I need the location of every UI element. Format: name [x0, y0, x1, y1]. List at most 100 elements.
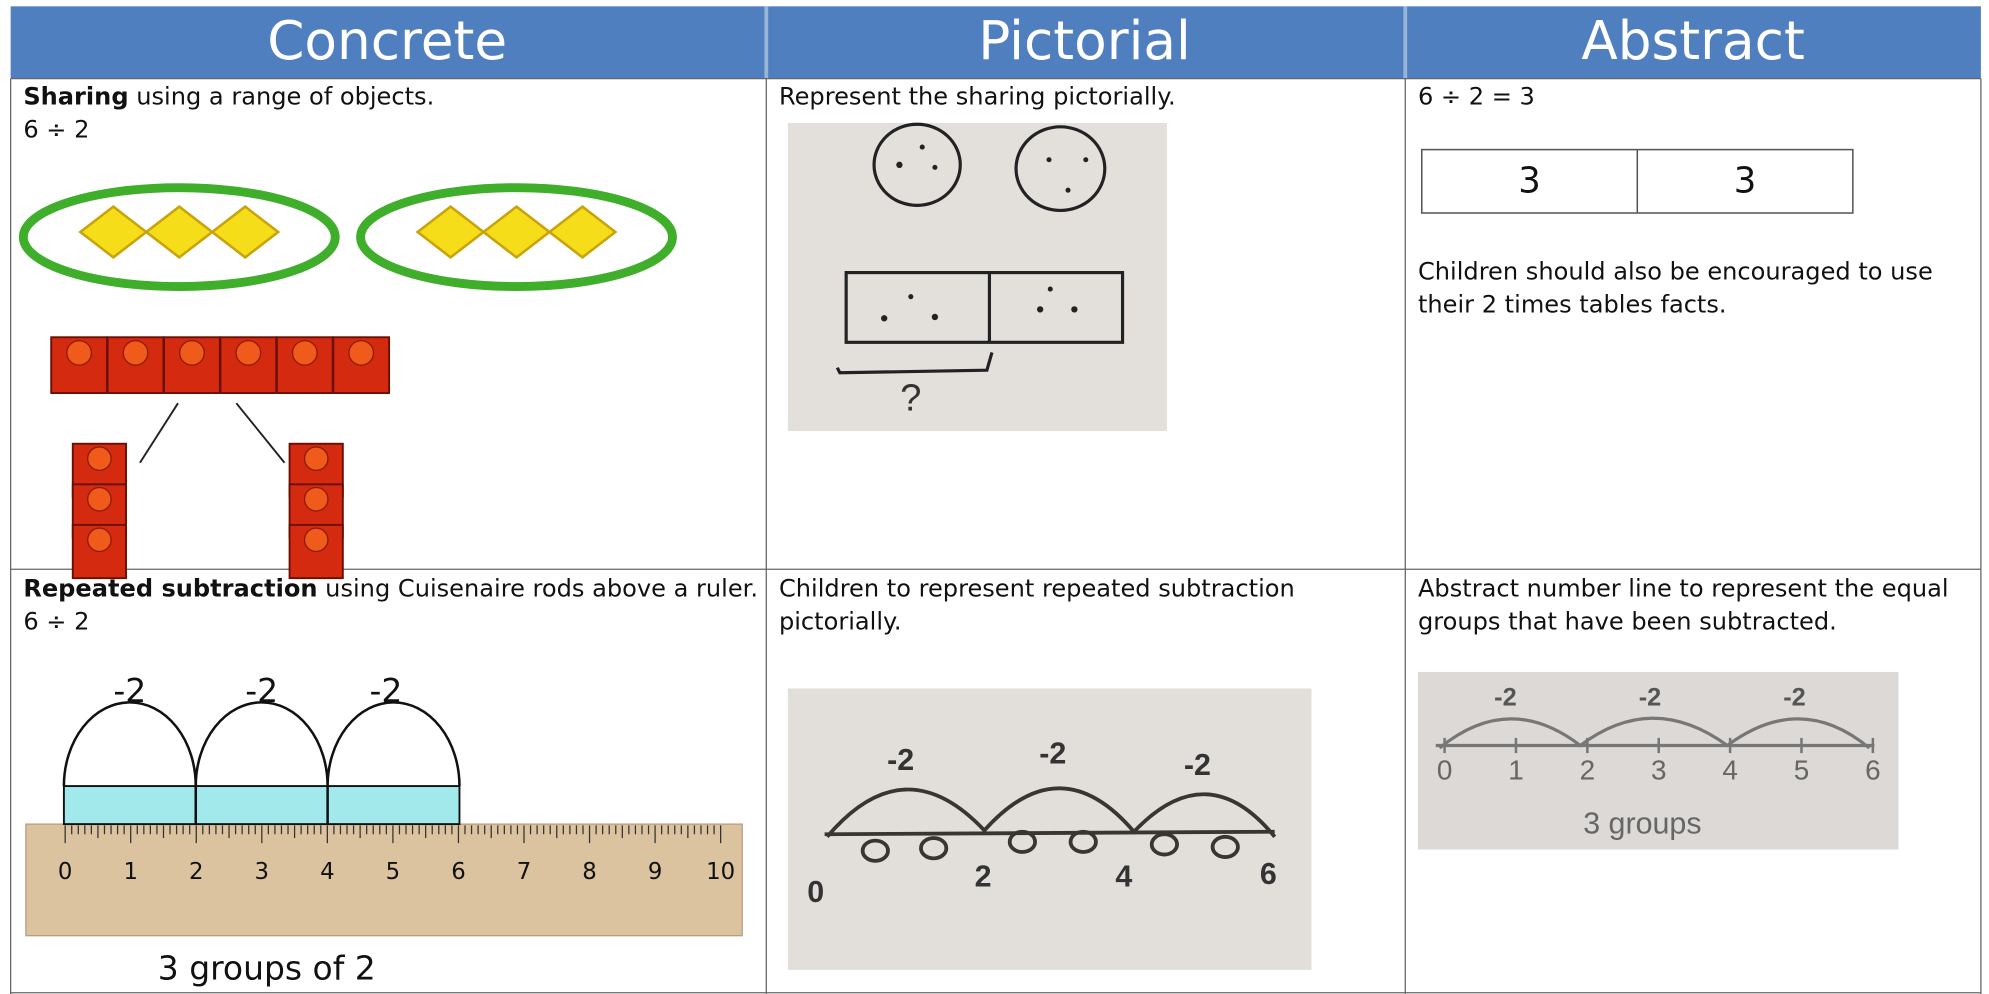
cell-sharing-abstract: 6 ÷ 2 = 3 3 3 Children should also be en…	[1418, 83, 1933, 319]
drawing-part	[1438, 716, 1871, 750]
header-row-part	[10, 6, 1981, 79]
cell-sharing-pictorial: Represent the sharing pictorially. ?	[779, 83, 1176, 432]
cube-knob	[303, 446, 329, 472]
cell-subtraction-pictorial: Children to represent repeated subtracti…	[779, 575, 1312, 970]
header-row: Concrete Pictorial Abstract	[10, 6, 1981, 79]
cube-knob	[291, 339, 318, 366]
cube-knob	[87, 527, 112, 553]
cell-subtraction-abstract: Abstract number line to represent the eq…	[1417, 575, 1949, 850]
jump-label: -2	[1184, 748, 1211, 782]
jump-label: -2	[245, 671, 278, 710]
cell-subtraction-concrete-part: Repeated subtraction using Cuisenaire ro…	[23, 575, 758, 603]
dots-part	[1036, 306, 1044, 313]
cell-text: using a range of objects.	[129, 83, 435, 111]
cube-knob	[66, 339, 93, 366]
dots-part	[881, 315, 888, 322]
number-label: 1	[1508, 755, 1524, 786]
drawing	[835, 122, 1125, 375]
number-label: 4	[1115, 860, 1132, 894]
drawing-part	[1007, 829, 1037, 854]
number-label: 0	[807, 875, 824, 909]
number-label: 2	[975, 860, 992, 894]
arrow-line	[139, 402, 179, 464]
cube-knob	[303, 527, 329, 553]
drawing-part	[1210, 834, 1240, 859]
dots-part	[932, 164, 938, 170]
cube-knob	[179, 339, 205, 366]
number-label: 4	[1722, 755, 1738, 786]
expression: 6 ÷ 2	[23, 608, 89, 636]
ruler-label: 9	[648, 859, 663, 885]
drawing-part	[824, 829, 1275, 837]
cell-text: Children should also be encouraged to us…	[1418, 258, 1933, 286]
ruler	[25, 823, 743, 937]
cell-text: pictorially.	[779, 608, 902, 636]
drawing-part	[919, 836, 949, 861]
caption: 3 groups of 2	[158, 948, 376, 987]
image-text: ?	[900, 378, 921, 420]
cube-knob	[235, 339, 262, 366]
cell-text: their 2 times tables facts.	[1418, 291, 1727, 319]
cube-knob	[303, 486, 329, 512]
number-label: 6	[1260, 857, 1277, 891]
bold-term: Sharing	[23, 83, 128, 111]
counter	[547, 205, 618, 259]
ruler-label: 5	[386, 859, 401, 885]
number-label: 2	[1580, 755, 1596, 786]
number-label: 6	[1865, 755, 1881, 786]
dots-part	[1065, 187, 1071, 193]
bar-part: 3	[1734, 161, 1757, 202]
bold-term: Repeated subtraction	[23, 575, 317, 603]
jump-label: -2	[1783, 683, 1806, 711]
cube-knob	[122, 339, 149, 366]
ruler-label: 4	[320, 859, 335, 885]
header-cell: Concrete	[267, 10, 507, 72]
drawing-part	[1014, 125, 1107, 213]
number-label: 3	[1651, 755, 1667, 786]
cuisenaire-rods	[62, 785, 461, 826]
dots	[881, 144, 1089, 322]
ruler-label: 1	[123, 859, 138, 885]
dots-part	[1046, 157, 1052, 163]
jump-label: -2	[887, 743, 914, 777]
cube-knob	[87, 446, 112, 472]
expression: 6 ÷ 2	[23, 116, 89, 144]
bar-part: 3	[1518, 161, 1541, 202]
caption: 3 groups	[1583, 806, 1701, 840]
dots-part	[1047, 286, 1053, 292]
jump-label: -2	[369, 671, 402, 710]
counter	[210, 205, 281, 259]
cell-sharing-concrete-part: Sharing using a range of objects.	[23, 83, 434, 111]
cell-sharing-concrete: Sharing using a range of objects. 6 ÷ 2	[18, 83, 677, 580]
photo	[1417, 671, 1899, 850]
jump-label: -2	[1039, 737, 1066, 771]
cube-knob	[348, 339, 375, 366]
dots-part	[1083, 157, 1089, 163]
ruler-label: 7	[517, 859, 532, 885]
drawing-part	[872, 122, 962, 207]
cell-text: Children to represent repeated subtracti…	[779, 575, 1295, 603]
cell-text: Represent the sharing pictorially.	[779, 83, 1176, 111]
drawing-part	[825, 786, 1277, 839]
number-label: 5	[1794, 755, 1810, 786]
ruler-label: 10	[706, 859, 735, 885]
dots-part	[896, 161, 903, 168]
cell-subtraction-concrete: Repeated subtraction using Cuisenaire ro…	[23, 575, 758, 988]
number-label: 0	[1437, 755, 1453, 786]
ruler-label: 6	[451, 859, 466, 885]
ruler-label: 3	[255, 859, 270, 885]
header-cell: Pictorial	[978, 10, 1191, 72]
drawing-part	[844, 271, 1125, 344]
jump-label: -2	[1639, 683, 1662, 711]
jump-arcs	[62, 701, 461, 787]
ruler-label: 2	[189, 859, 204, 885]
drawing	[824, 786, 1277, 863]
expression: 6 ÷ 2 = 3	[1418, 83, 1535, 111]
dots-part	[908, 294, 914, 300]
cell-text: using Cuisenaire rods above a ruler.	[318, 575, 758, 603]
drawing-part	[860, 838, 890, 863]
cube-knob	[87, 486, 112, 512]
dots-part	[1071, 306, 1078, 313]
dots-part	[931, 313, 939, 321]
